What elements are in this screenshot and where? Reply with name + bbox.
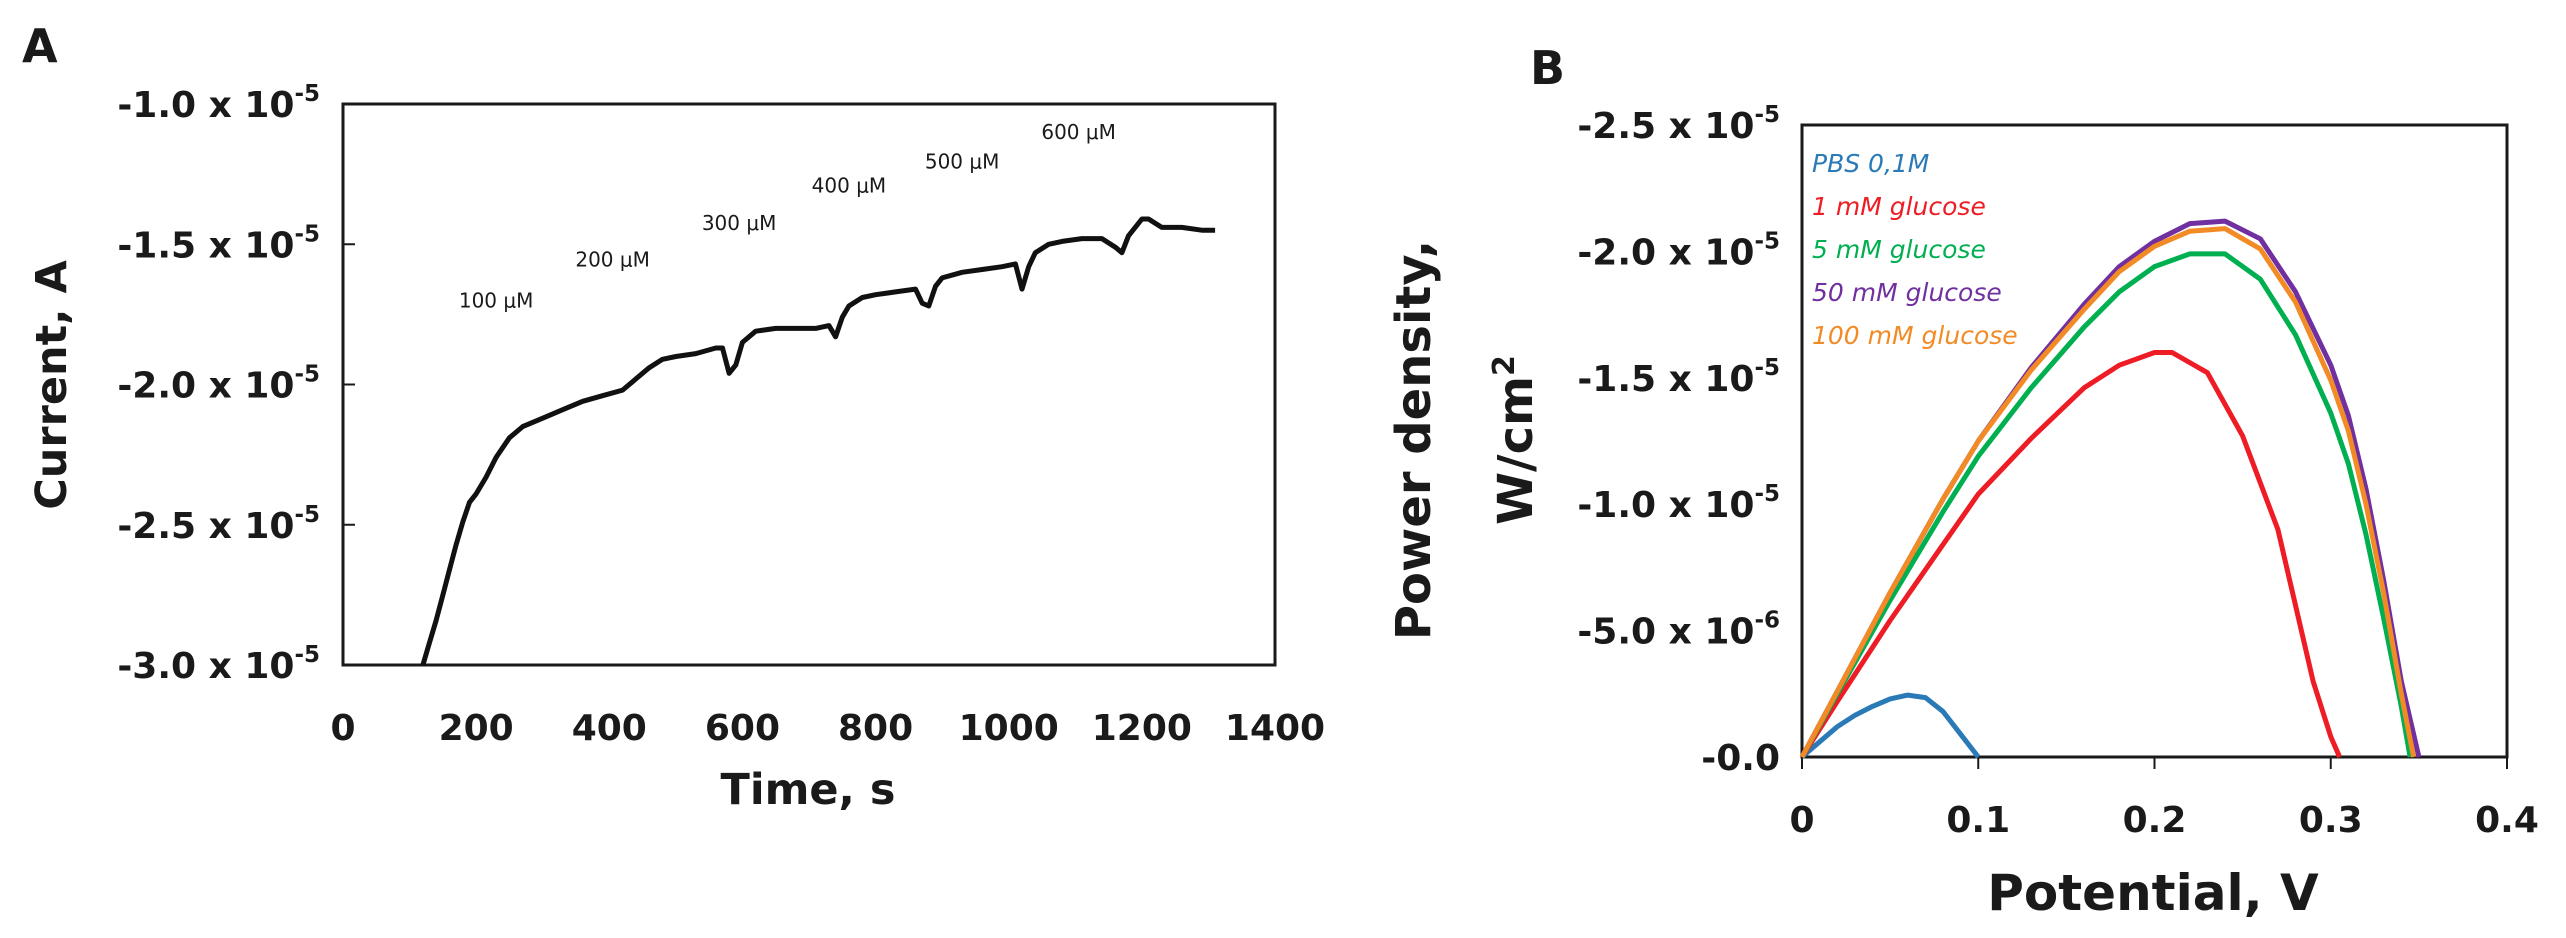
panel-a-x-tick: 1000	[959, 708, 1059, 749]
panel-a-x-tick: 400	[572, 708, 647, 749]
panel-b-x-axis-label: Potential, V	[1987, 864, 2319, 922]
panel-b-y-axis-label-line1: Power density,	[1386, 240, 1442, 640]
panel-a-y-tick-exponent: -5	[294, 81, 320, 107]
panel-b-y-ticks: -0.0-5.0 x 10-6-1.0 x 10-5-1.5 x 10-5-2.…	[1577, 102, 1780, 779]
panel-b-series	[1799, 218, 2422, 759]
panel-a-y-tick-mantissa: -1.0 x 10	[117, 85, 294, 126]
panel-b-y-tick: -1.0 x 10-5	[1577, 481, 1780, 526]
panel-a: A Current, A Time, s 0 200 400 600 800 1000 12…	[22, 19, 1325, 815]
panel-a-concentration-label: 600 μM	[1041, 120, 1116, 144]
panel-b-y-tick: -1.5 x 10-5	[1577, 355, 1780, 400]
panel-b-y-axis-label-line2: W/cm2	[1487, 355, 1544, 525]
panel-b-legend-entry: PBS 0,1M	[1812, 149, 1929, 178]
panel-b-legend-entry: 100 mM glucose	[1812, 321, 2018, 350]
panel-b-series-line	[1800, 692, 1981, 759]
panel-a-x-tick: 800	[838, 708, 913, 749]
panel-b-letter: B	[1530, 41, 1565, 95]
panel-a-x-axis-label: Time, s	[721, 765, 896, 815]
panel-a-y-axis-label: Current, A	[27, 260, 77, 510]
panel-a-series	[420, 216, 1216, 666]
panel-a-x-tick: 600	[705, 708, 780, 749]
panel-a-x-tick: 1400	[1225, 708, 1325, 749]
panel-a-x-tick: 200	[439, 708, 514, 749]
panel-a-y-tick: -1.0 x 10-5	[117, 81, 320, 126]
panel-b-y-tick-exponent: -5	[1754, 102, 1780, 128]
panel-a-concentration-label: 300 μM	[702, 211, 777, 235]
panel-a-plot-frame	[341, 102, 1277, 667]
panel-a-y-tick: -2.5 x 10-5	[117, 502, 320, 547]
panel-b-y-tick-mantissa: -1.0 x 10	[1577, 485, 1754, 526]
panel-a-y-tick-mantissa: -2.0 x 10	[117, 366, 294, 407]
panel-b-x-tick: 0.1	[1946, 800, 2010, 841]
panel-b-y-tick: -2.5 x 10-5	[1577, 102, 1780, 147]
panel-b-legend: PBS 0,1M 1 mM glucose 5 mM glucose 50 mM gl…	[1812, 149, 2018, 350]
panel-a-y-tick-exponent: -5	[294, 502, 320, 528]
panel-b-y-tick-exponent: -5	[1754, 228, 1780, 254]
panel-a-y-tick-mantissa: -1.5 x 10	[117, 225, 294, 266]
panel-a-concentration-label: 400 μM	[812, 173, 887, 197]
panel-a-letter: A	[22, 19, 58, 73]
panel-b-series-line	[1799, 226, 2417, 759]
panel-b-y-tick-mantissa: -0.0	[1701, 738, 1780, 779]
panel-b-y-tick-mantissa: -2.5 x 10	[1577, 106, 1754, 147]
panel-b-series-line	[1799, 350, 2342, 759]
panel-a-y-tick-mantissa: -2.5 x 10	[117, 506, 294, 547]
panel-b: B Power density, W/cm2 Potential, V 0 0.1…	[1386, 41, 2539, 922]
panel-a-y-tick-exponent: -5	[294, 642, 320, 668]
panel-a-current-trace	[420, 216, 1216, 666]
panel-a-x-tick: 1200	[1092, 708, 1192, 749]
panel-a-y-tick: -2.0 x 10-5	[117, 362, 320, 407]
panel-b-y-tick-exponent: -6	[1754, 608, 1780, 634]
panel-b-legend-entry: 5 mM glucose	[1812, 235, 1986, 264]
panel-b-x-tick: 0.3	[2299, 800, 2363, 841]
panel-b-legend-entry: 1 mM glucose	[1812, 192, 1986, 221]
panel-a-concentration-label: 500 μM	[925, 150, 1000, 174]
panel-b-y-tick-mantissa: -5.0 x 10	[1577, 612, 1754, 653]
panel-b-y-axis-unit: W/cm	[1488, 376, 1544, 525]
panel-b-y-tick-exponent: -5	[1754, 481, 1780, 507]
panel-b-x-tick: 0.2	[2123, 800, 2187, 841]
panel-a-concentration-label: 200 μM	[575, 248, 650, 272]
panel-a-x-tick: 0	[330, 708, 355, 749]
panel-b-x-tick: 0	[1789, 800, 1814, 841]
panel-b-y-tick-exponent: -5	[1754, 355, 1780, 381]
panel-b-x-tick: 0.4	[2475, 800, 2539, 841]
panel-b-series-line	[1799, 251, 2413, 759]
panel-a-y-tick-exponent: -5	[294, 221, 320, 247]
panel-b-x-ticks: 0 0.1 0.2 0.3 0.4	[1789, 757, 2539, 841]
panel-a-concentration-label: 100 μM	[459, 288, 534, 312]
panel-a-y-ticks: -1.0 x 10-5-1.5 x 10-5-2.0 x 10-5-2.5 x …	[117, 81, 355, 687]
panel-b-y-tick-mantissa: -1.5 x 10	[1577, 359, 1754, 400]
panel-b-y-axis-unit-exponent: 2	[1487, 355, 1522, 376]
panel-b-y-tick-mantissa: -2.0 x 10	[1577, 232, 1754, 273]
panel-a-annotations: 100 μM 200 μM 300 μM 400 μM 500 μM 600 μM	[459, 120, 1116, 312]
panel-b-legend-entry: 50 mM glucose	[1812, 278, 2002, 307]
panel-a-y-tick: -1.5 x 10-5	[117, 221, 320, 266]
panel-b-y-tick: -2.0 x 10-5	[1577, 228, 1780, 273]
panel-b-y-tick: -5.0 x 10-6	[1577, 608, 1780, 653]
panel-a-y-tick: -3.0 x 10-5	[117, 642, 320, 687]
panel-b-y-tick: -0.0	[1701, 738, 1780, 779]
panel-a-x-ticks: 0 200 400 600 800 1000 1200 1400	[330, 708, 1325, 749]
panel-a-y-tick-exponent: -5	[294, 362, 320, 388]
panel-a-y-tick-mantissa: -3.0 x 10	[117, 646, 294, 687]
